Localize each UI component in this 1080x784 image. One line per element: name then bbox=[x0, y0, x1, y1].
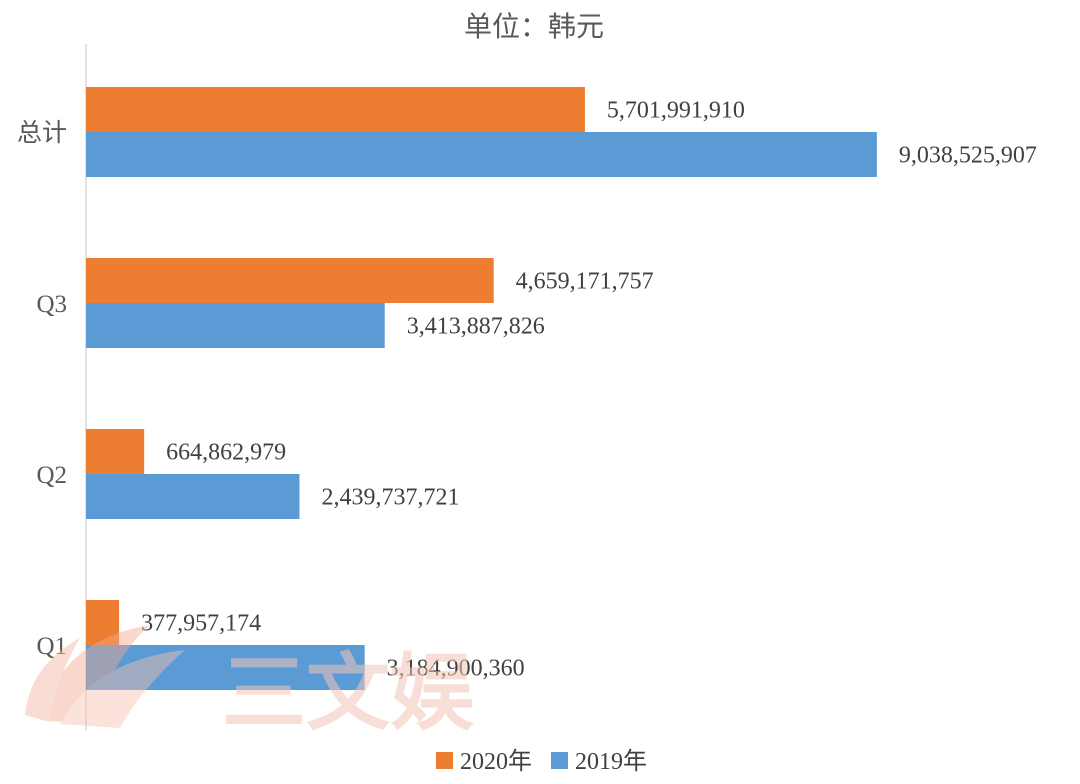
legend-label: 2019年 bbox=[575, 748, 647, 775]
category-label: Q1 bbox=[36, 633, 67, 660]
fan-logo-icon bbox=[25, 625, 185, 728]
data-label: 9,038,525,907 bbox=[899, 143, 1037, 169]
bars-group bbox=[86, 87, 877, 690]
watermark-text: 三文娱 bbox=[222, 644, 474, 742]
bar-2019年 bbox=[86, 132, 877, 177]
data-label: 377,957,174 bbox=[141, 611, 261, 637]
bar-2019年 bbox=[86, 474, 300, 519]
bar-2020年 bbox=[86, 258, 494, 303]
labels-group: 总计 5,701,991,910 9,038,525,907 Q3 4,659,171,… bbox=[17, 98, 1037, 682]
legend-swatch bbox=[436, 752, 453, 769]
bar-2020年 bbox=[86, 87, 585, 132]
data-label: 4,659,171,757 bbox=[516, 269, 654, 295]
bar-2020年 bbox=[86, 429, 145, 474]
category-label: Q3 bbox=[36, 291, 67, 318]
data-label: 3,184,900,360 bbox=[387, 656, 525, 682]
legend: 2020年 2019年 bbox=[436, 748, 647, 775]
category-label: Q2 bbox=[36, 462, 67, 489]
bar-2019年 bbox=[86, 645, 365, 690]
data-label: 5,701,991,910 bbox=[607, 98, 745, 124]
category-label: 总计 bbox=[17, 119, 67, 147]
bar-2019年 bbox=[86, 303, 385, 348]
bar-2020年 bbox=[86, 600, 120, 645]
legend-label: 2020年 bbox=[460, 748, 532, 775]
data-label: 664,862,979 bbox=[166, 440, 286, 466]
watermark: 三文娱 bbox=[25, 625, 474, 742]
data-label: 3,413,887,826 bbox=[407, 314, 545, 340]
chart-title: 单位：韩元 bbox=[464, 10, 604, 43]
data-label: 2,439,737,721 bbox=[321, 485, 459, 511]
legend-swatch bbox=[551, 752, 568, 769]
